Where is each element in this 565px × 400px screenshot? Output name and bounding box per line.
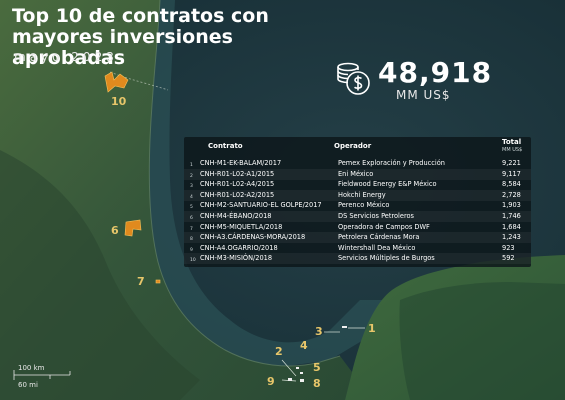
row-amount: 1,243 (502, 233, 521, 242)
map-label-8: 8 (313, 377, 321, 390)
row-contract: CNH-R01-L02-A4/2015 (200, 180, 275, 189)
row-number: 2 (190, 173, 193, 179)
row-number: 9 (190, 247, 193, 253)
table-row: 9 CNH-A4.OGARRIO/2018 Wintershall Dea Méxi… (184, 243, 531, 254)
row-operator: Hokchi Energy (338, 190, 386, 199)
page-title: Top 10 de contratos con mayores inversio… (12, 5, 269, 69)
map-label-7: 7 (137, 275, 145, 288)
column-header-contract: Contrato (208, 142, 243, 150)
row-operator: Operadora de Campos DWF (338, 222, 430, 231)
row-amount: 9,117 (502, 169, 521, 178)
row-contract: CNH-R01-L02-A2/2015 (200, 190, 275, 199)
row-operator: Wintershall Dea México (338, 243, 416, 252)
row-operator: Servicios Múltiples de Burgos (338, 254, 435, 263)
row-amount: 8,584 (502, 180, 521, 189)
table-row: 6 CNH-M4-ÉBANO/2018 DS Servicios Petrolero… (184, 211, 531, 222)
table-header: Contrato Operador Total MM US$ (184, 137, 531, 156)
row-operator: Perenco México (338, 201, 390, 210)
column-header-total: Total (502, 138, 522, 146)
scale-km: 100 km (18, 364, 45, 372)
table-row: 1 CNH-M1-EK-BALAM/2017 Pemex Exploración y… (184, 158, 531, 169)
table-row: 10 CNH-M3-MISIÓN/2018 Servicios Múltiples … (184, 253, 531, 265)
column-header-operator: Operador (334, 142, 372, 150)
total-unit: MM US$ (396, 88, 451, 102)
row-amount: 9,221 (502, 159, 521, 167)
row-number: 10 (190, 258, 196, 264)
total-value: 48,918 (378, 56, 493, 89)
row-operator: Eni México (338, 169, 374, 178)
table-row: 8 CNH-A3.CÁRDENAS-MORA/2018 Petrolera Cárd… (184, 232, 531, 244)
page-subtitle: mayo 2023 (14, 50, 118, 64)
table-row: 5 CNH-M2-SANTUARIO-EL GOLPE/2017 Perenco M… (184, 200, 531, 211)
table-row: 4 CNH-R01-L02-A2/2015 Hokchi Energy 2,728 (184, 189, 531, 201)
map-label-6: 6 (111, 224, 119, 237)
row-number: 3 (190, 184, 193, 190)
map-label-9: 9 (267, 375, 275, 388)
row-number: 8 (190, 237, 193, 243)
map-label-2: 2 (275, 345, 283, 358)
row-amount: 923 (502, 243, 515, 252)
row-contract: CNH-M1-EK-BALAM/2017 (200, 159, 282, 167)
map-label-1: 1 (368, 322, 376, 335)
map-label-10: 10 (111, 95, 127, 108)
map-label-3: 3 (315, 325, 323, 338)
table-row: 2 CNH-R01-L02-A1/2015 Eni México 9,117 (184, 168, 531, 180)
scale-mi: 60 mi (18, 381, 38, 389)
table-row: 3 CNH-R01-L02-A4/2015 Fieldwood Energy E&P… (184, 179, 531, 190)
contracts-table: Contrato Operador Total MM US$ 1 CNH-M1-E… (184, 137, 531, 267)
row-operator: DS Servicios Petroleros (338, 212, 414, 220)
total-investment-panel: 48,918 MM US$ (330, 54, 530, 106)
row-operator: Fieldwood Energy E&P México (338, 180, 437, 189)
row-amount: 2,728 (502, 190, 521, 199)
row-amount: 1,684 (502, 222, 521, 231)
map-label-4: 4 (300, 339, 308, 352)
row-number: 1 (190, 163, 193, 168)
row-contract: CNH-M5-MIQUETLA/2018 (200, 222, 283, 231)
row-contract: CNH-R01-L02-A1/2015 (200, 169, 275, 178)
row-contract: CNH-M4-ÉBANO/2018 (200, 212, 272, 220)
coins-dollar-icon (337, 62, 370, 95)
map-label-5: 5 (313, 361, 321, 374)
row-amount: 1,746 (502, 212, 521, 220)
row-number: 7 (190, 226, 193, 232)
row-contract: CNH-A3.CÁRDENAS-MORA/2018 (200, 233, 306, 242)
row-number: 4 (190, 194, 193, 200)
row-contract: CNH-A4.OGARRIO/2018 (200, 243, 278, 252)
row-amount: 592 (502, 254, 515, 263)
table-row: 7 CNH-M5-MIQUETLA/2018 Operadora de Campos… (184, 222, 531, 233)
row-operator: Petrolera Cárdenas Mora (338, 233, 420, 242)
row-operator: Pemex Exploración y Producción (338, 159, 445, 167)
row-number: 5 (190, 205, 193, 211)
row-contract: CNH-M2-SANTUARIO-EL GOLPE/2017 (200, 201, 322, 210)
row-amount: 1,903 (502, 201, 521, 210)
row-number: 6 (190, 216, 193, 221)
column-header-total-unit: MM US$ (502, 147, 523, 153)
row-contract: CNH-M3-MISIÓN/2018 (200, 254, 273, 263)
